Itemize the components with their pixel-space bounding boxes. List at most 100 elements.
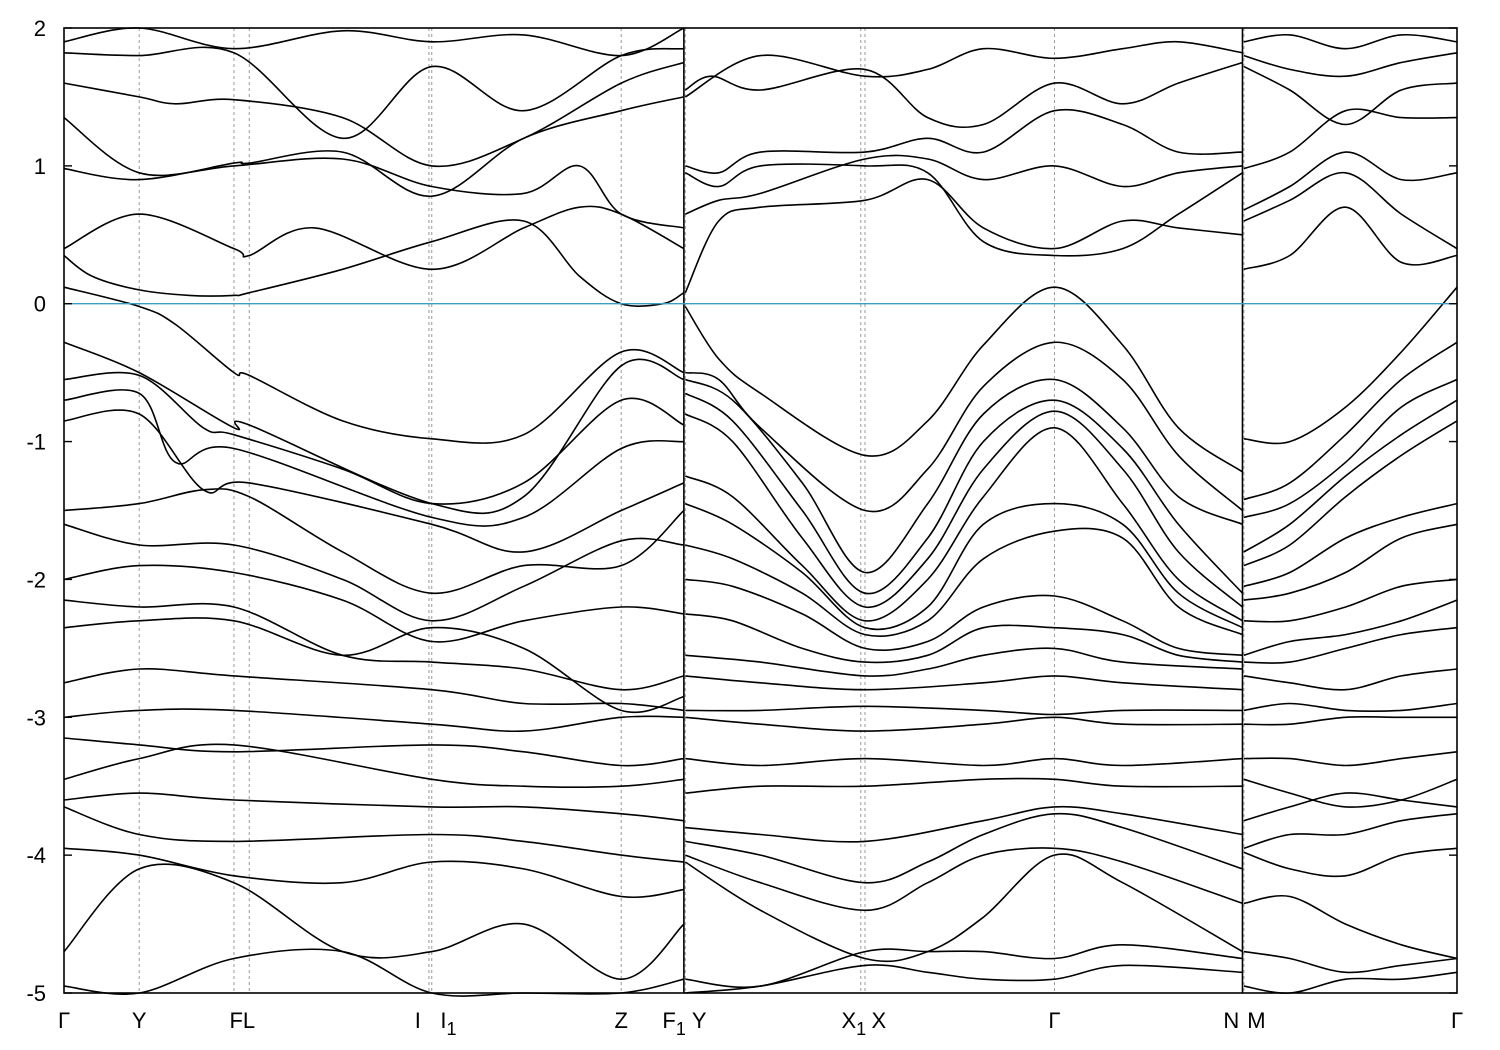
band-line-60 xyxy=(1243,34,1458,50)
band-line-49 xyxy=(685,812,1243,884)
band-line-39 xyxy=(685,527,1243,637)
band-line-12 xyxy=(63,708,684,733)
x-tick-label-6: F1 xyxy=(662,1008,685,1039)
band-line-23 xyxy=(63,61,685,168)
band-line-25 xyxy=(63,27,685,57)
band-line-0 xyxy=(63,219,685,308)
x-tick-label-9: X xyxy=(872,1008,887,1033)
y-tick-label: -4 xyxy=(26,843,46,868)
band-line-54 xyxy=(1243,206,1458,271)
band-line-69 xyxy=(1243,599,1458,657)
x-tick-label-0: Γ xyxy=(58,1008,70,1033)
x-tick-label-4: I1 xyxy=(440,1008,456,1039)
band-line-71 xyxy=(1243,668,1458,691)
band-line-17 xyxy=(63,847,684,898)
x-axis-ticks: Γ Y FL I I1 Z F1 Y X1 X Γ N M Γ xyxy=(58,1008,1463,1039)
band-line-75 xyxy=(1243,778,1458,808)
band-line-10 xyxy=(63,617,685,713)
band-line-13 xyxy=(63,737,684,767)
y-tick-label: -1 xyxy=(26,430,46,455)
band-line-68 xyxy=(1243,578,1458,623)
band-line-79 xyxy=(1243,894,1458,960)
band-line-58 xyxy=(1243,65,1458,126)
band-line-1 xyxy=(63,286,685,444)
band-line-15 xyxy=(63,792,684,822)
band-line-74 xyxy=(1243,751,1458,767)
band-line-2 xyxy=(63,341,685,515)
band-line-72 xyxy=(1243,702,1458,713)
band-line-48 xyxy=(685,805,1243,843)
band-line-55 xyxy=(1243,171,1458,250)
band-line-46 xyxy=(685,757,1243,767)
band-line-81 xyxy=(1243,971,1458,994)
band-line-44 xyxy=(685,705,1243,716)
band-line-40 xyxy=(685,578,1243,657)
band-line-65 xyxy=(1243,420,1458,567)
band-line-19 xyxy=(63,948,685,997)
band-line-28 xyxy=(684,154,1243,215)
band-line-24 xyxy=(63,46,684,140)
band-line-32 xyxy=(684,286,1243,473)
band-line-64 xyxy=(1243,399,1458,553)
band-line-21 xyxy=(63,96,685,198)
band-line-43 xyxy=(685,675,1243,691)
band-line-30 xyxy=(684,61,1243,129)
band-line-76 xyxy=(1243,792,1458,822)
x-tick-label-2: FL xyxy=(229,1008,255,1033)
band-lines xyxy=(63,27,1458,997)
band-line-56 xyxy=(1243,151,1458,211)
band-line-9 xyxy=(63,599,685,691)
y-tick-label: 2 xyxy=(34,16,46,41)
x-tick-label-12: M xyxy=(1247,1008,1265,1033)
band-line-7 xyxy=(63,523,684,622)
band-line-18 xyxy=(63,863,685,981)
band-line-59 xyxy=(1243,52,1458,78)
band-line-14 xyxy=(63,743,684,788)
band-line-77 xyxy=(1243,813,1458,850)
band-line-6 xyxy=(63,487,685,595)
x-tick-label-10: Γ xyxy=(1048,1008,1060,1033)
band-line-45 xyxy=(685,716,1243,732)
band-line-5 xyxy=(63,409,685,553)
band-line-26 xyxy=(684,178,1243,294)
y-tick-label: 1 xyxy=(34,154,46,179)
band-line-20 xyxy=(63,205,685,271)
band-line-41 xyxy=(685,613,1243,664)
band-line-42 xyxy=(685,647,1243,677)
band-line-62 xyxy=(1243,341,1458,501)
y-tick-label: -2 xyxy=(26,567,46,592)
band-line-31 xyxy=(684,40,1243,98)
band-line-66 xyxy=(1243,502,1458,588)
band-line-63 xyxy=(1243,378,1458,519)
band-line-73 xyxy=(1243,715,1457,726)
band-line-51 xyxy=(684,853,1243,963)
x-tick-label-1: Y xyxy=(132,1008,147,1033)
high-symmetry-grid xyxy=(138,28,1245,993)
band-line-11 xyxy=(63,668,684,712)
x-tick-label-7: Y xyxy=(692,1008,707,1033)
band-line-35 xyxy=(684,392,1244,595)
band-line-27 xyxy=(684,163,1243,257)
y-tick-label: -5 xyxy=(26,981,46,1006)
y-tick-label: -3 xyxy=(26,705,46,730)
band-line-3 xyxy=(63,371,685,505)
x-tick-label-5: Z xyxy=(614,1008,627,1033)
band-line-78 xyxy=(1243,847,1458,878)
band-line-33 xyxy=(685,341,1244,513)
band-line-8 xyxy=(63,564,684,643)
band-line-36 xyxy=(684,410,1244,608)
y-axis-ticks: -5 -4 -3 -2 -1 0 1 2 xyxy=(26,16,1457,1006)
band-line-47 xyxy=(685,777,1243,794)
band-line-50 xyxy=(685,847,1243,912)
band-line-80 xyxy=(1243,950,1458,974)
x-tick-label-13: Γ xyxy=(1451,1008,1463,1033)
band-line-22 xyxy=(63,116,685,229)
band-line-53 xyxy=(685,964,1243,994)
band-line-61 xyxy=(1243,286,1458,445)
band-line-4 xyxy=(63,389,684,527)
x-tick-label-8: X1 xyxy=(841,1008,866,1039)
plot-frame xyxy=(63,27,1458,994)
band-line-29 xyxy=(685,108,1243,174)
y-tick-label: 0 xyxy=(34,292,46,317)
band-line-38 xyxy=(684,502,1243,631)
